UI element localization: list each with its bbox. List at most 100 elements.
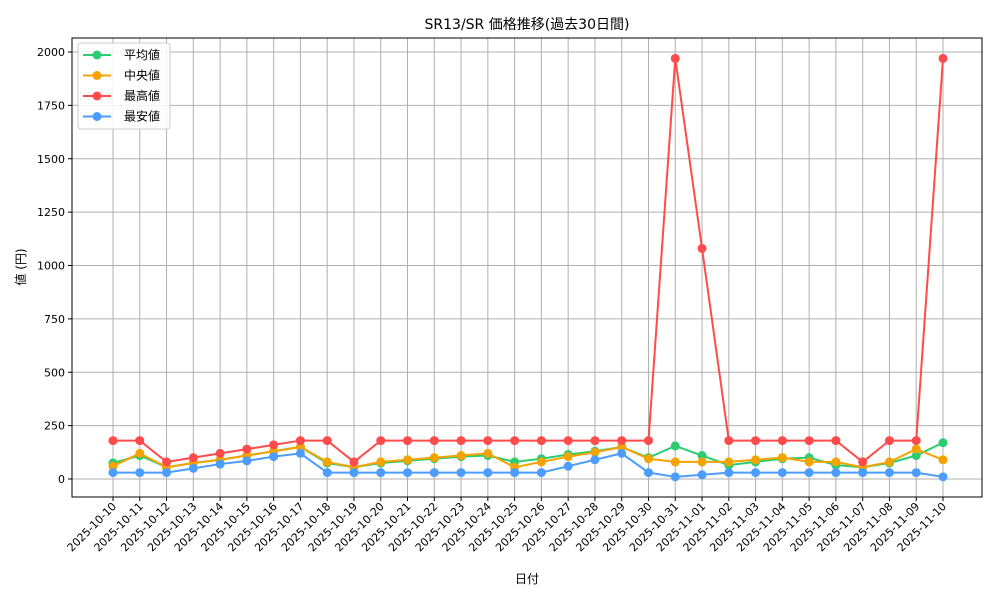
data-point xyxy=(349,468,359,478)
data-point xyxy=(536,457,546,467)
data-point xyxy=(483,468,493,478)
data-point xyxy=(777,453,787,463)
data-point xyxy=(510,436,520,446)
data-point xyxy=(429,436,439,446)
legend-box xyxy=(77,42,171,130)
data-point xyxy=(777,468,787,478)
data-point xyxy=(429,453,439,463)
data-point xyxy=(831,468,841,478)
data-point xyxy=(108,468,118,478)
data-point xyxy=(510,468,520,478)
data-point xyxy=(751,468,761,478)
data-point xyxy=(590,447,600,457)
legend-label: 中央値 xyxy=(124,68,160,83)
grid xyxy=(72,38,982,497)
data-point xyxy=(188,453,198,463)
legend-marker xyxy=(92,50,102,60)
data-point xyxy=(456,451,466,461)
data-point xyxy=(643,468,653,478)
data-point xyxy=(938,472,948,482)
y-axis-label: 値 (円) xyxy=(13,248,28,285)
data-point xyxy=(403,468,413,478)
legend-label: 最安値 xyxy=(124,109,160,124)
data-point xyxy=(697,451,707,461)
y-tick-label: 750 xyxy=(44,313,65,326)
data-point xyxy=(670,53,680,63)
data-point xyxy=(563,461,573,471)
data-point xyxy=(751,436,761,446)
data-point xyxy=(724,436,734,446)
data-point xyxy=(108,436,118,446)
data-point xyxy=(938,455,948,465)
data-point xyxy=(215,448,225,458)
data-point xyxy=(617,448,627,458)
data-point xyxy=(563,436,573,446)
series-1 xyxy=(108,442,948,472)
legend-marker xyxy=(92,91,102,101)
data-point xyxy=(376,468,386,478)
data-point xyxy=(697,470,707,480)
series-0 xyxy=(108,438,948,472)
data-point xyxy=(670,457,680,467)
x-axis: 2025-10-102025-10-112025-10-122025-10-13… xyxy=(65,497,949,554)
data-point xyxy=(590,436,600,446)
data-point xyxy=(858,457,868,467)
data-point xyxy=(670,441,680,451)
legend-marker xyxy=(92,112,102,121)
data-point xyxy=(295,436,305,446)
data-point xyxy=(483,448,493,458)
series-line xyxy=(113,58,944,464)
x-axis-label: 日付 xyxy=(515,572,539,586)
data-point xyxy=(215,459,225,469)
y-tick-label: 1500 xyxy=(37,153,65,166)
data-point xyxy=(643,436,653,446)
data-point xyxy=(322,468,332,478)
data-point xyxy=(804,436,814,446)
data-point xyxy=(135,468,145,478)
data-point xyxy=(563,452,573,462)
series-group xyxy=(108,53,948,482)
data-point xyxy=(884,468,894,478)
data-point xyxy=(322,457,332,467)
data-point xyxy=(777,436,787,446)
data-point xyxy=(884,436,894,446)
data-point xyxy=(483,436,493,446)
y-tick-label: 1750 xyxy=(37,99,65,112)
data-point xyxy=(536,436,546,446)
data-point xyxy=(188,463,198,473)
data-point xyxy=(295,442,305,452)
data-point xyxy=(911,444,921,454)
data-point xyxy=(911,451,921,461)
data-point xyxy=(858,468,868,478)
legend-marker xyxy=(92,71,102,80)
data-point xyxy=(135,448,145,458)
series-3 xyxy=(108,448,948,482)
y-axis: 0 250 500 750 1000 1250 1500 1750 2000 xyxy=(37,46,72,486)
chart-title: SR13/SR 価格推移(過去30日間) xyxy=(425,17,630,33)
data-point xyxy=(376,457,386,467)
y-tick-label: 2000 xyxy=(37,46,65,59)
data-point xyxy=(831,457,841,467)
data-point xyxy=(697,457,707,467)
data-point xyxy=(751,455,761,465)
data-point xyxy=(403,455,413,465)
data-point xyxy=(269,452,279,462)
data-point xyxy=(349,457,359,467)
data-point xyxy=(617,436,627,446)
data-point xyxy=(403,436,413,446)
data-point xyxy=(884,457,894,467)
data-point xyxy=(429,468,439,478)
data-point xyxy=(831,436,841,446)
data-point xyxy=(376,436,386,446)
data-point xyxy=(670,472,680,482)
data-point xyxy=(162,457,172,467)
data-point xyxy=(295,448,305,458)
y-tick-label: 500 xyxy=(44,366,65,379)
data-point xyxy=(242,444,252,454)
data-point xyxy=(322,436,332,446)
y-tick-label: 1000 xyxy=(37,260,65,273)
data-point xyxy=(697,243,707,253)
data-point xyxy=(938,438,948,448)
